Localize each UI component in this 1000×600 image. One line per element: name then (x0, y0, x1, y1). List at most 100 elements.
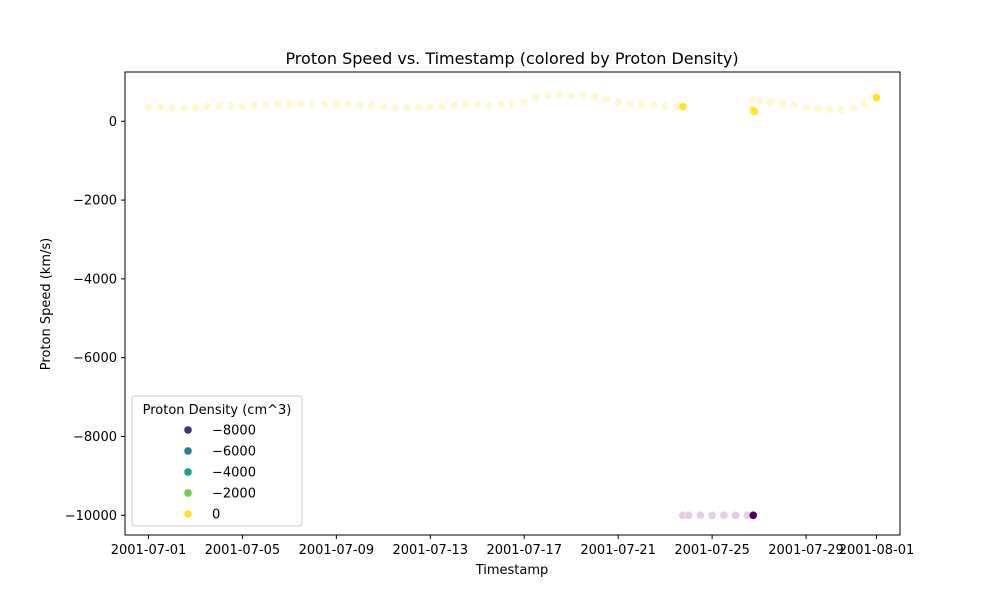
points-layer (144, 90, 881, 520)
data-point (543, 91, 552, 100)
data-point (402, 103, 412, 112)
data-point (308, 99, 318, 109)
y-tick-label: −4000 (73, 272, 117, 287)
data-point (214, 102, 224, 111)
data-point (202, 102, 212, 111)
y-axis-label: Proton Speed (km/s) (39, 238, 54, 370)
y-tick-label: −10000 (65, 509, 117, 524)
data-point (778, 99, 787, 109)
legend-label: −2000 (212, 487, 256, 502)
x-tick-label: 2001-07-17 (486, 543, 562, 558)
y-tick-label: 0 (109, 115, 117, 130)
data-point (367, 101, 376, 110)
data-point (426, 102, 435, 112)
data-point (156, 102, 165, 112)
data-point (520, 97, 529, 106)
data-point (637, 100, 646, 109)
data-point (179, 104, 188, 113)
legend: Proton Density (cm^3) −8000 −6000 −4000 −20… (131, 395, 303, 527)
x-tick-label: 2001-07-25 (674, 543, 750, 558)
data-point (320, 100, 329, 109)
y-axis: 0 −2000 −4000 −6000 −8000 −10000 (65, 115, 125, 524)
data-point (754, 96, 764, 105)
legend-title: Proton Density (cm^3) (143, 403, 292, 418)
data-point (813, 104, 822, 113)
data-point (379, 102, 388, 111)
legend-label: −4000 (212, 466, 256, 481)
data-point (285, 100, 294, 109)
data-point (578, 91, 588, 100)
data-point (860, 99, 869, 108)
data-point (750, 107, 759, 116)
data-point (167, 103, 177, 113)
data-point (461, 100, 470, 109)
data-point (555, 90, 564, 99)
data-point (226, 101, 235, 111)
data-point (332, 99, 341, 109)
data-point (602, 94, 611, 104)
plot-frame (124, 71, 901, 536)
legend-label: −6000 (212, 445, 256, 460)
data-point (496, 100, 505, 109)
data-point (390, 103, 400, 113)
data-point (449, 101, 458, 110)
data-point (766, 98, 776, 107)
data-point (296, 99, 306, 108)
legend-marker (183, 446, 193, 456)
x-tick-label: 2001-07-09 (299, 543, 375, 558)
data-point (261, 100, 271, 109)
data-point (273, 99, 282, 109)
data-point (790, 101, 799, 110)
x-tick-label: 2001-07-01 (111, 543, 187, 558)
data-point (531, 93, 541, 102)
data-point (238, 102, 247, 111)
data-point (731, 511, 740, 520)
data-point (649, 101, 658, 110)
data-point (343, 100, 353, 109)
data-point (848, 104, 858, 113)
y-tick-label: −2000 (73, 194, 117, 209)
data-point (678, 102, 687, 111)
data-point (801, 102, 811, 112)
data-point (473, 100, 482, 110)
legend-marker (183, 467, 193, 477)
x-axis: 2001-07-01 2001-07-05 2001-07-09 2001-07-13… (111, 535, 915, 558)
legend-label: −8000 (212, 424, 256, 439)
x-axis-label: Timestamp (475, 563, 549, 578)
data-point (625, 99, 635, 108)
data-point (719, 511, 729, 520)
legend-box (131, 395, 303, 527)
data-point (696, 511, 705, 520)
legend-marker (183, 509, 193, 519)
legend-entries: −8000 −6000 −4000 −2000 0 (183, 424, 256, 523)
data-point (613, 98, 623, 107)
data-point (414, 102, 423, 112)
y-tick-label: −8000 (73, 430, 117, 445)
data-point (508, 100, 517, 109)
data-point (144, 103, 153, 112)
y-tick-label: −6000 (73, 351, 117, 366)
legend-marker (183, 488, 193, 498)
x-tick-label: 2001-07-21 (580, 543, 656, 558)
data-point (837, 105, 846, 115)
data-point (567, 91, 576, 101)
data-point (249, 101, 259, 110)
data-point (684, 511, 693, 520)
x-tick-label: 2001-07-05 (205, 543, 281, 558)
data-point (749, 511, 758, 520)
chart-title: Proton Speed vs. Timestamp (colored by P… (285, 49, 738, 68)
data-point (484, 101, 494, 110)
data-point (355, 100, 365, 110)
x-tick-label: 2001-07-29 (768, 543, 844, 558)
data-point (707, 511, 717, 520)
data-point (437, 102, 447, 111)
legend-label: 0 (212, 508, 220, 523)
x-tick-label: 2001-08-01 (839, 543, 915, 558)
x-tick-label: 2001-07-13 (393, 543, 469, 558)
data-point (191, 103, 200, 113)
legend-marker (183, 425, 193, 435)
data-point (872, 93, 881, 102)
data-point (825, 105, 834, 114)
data-point (590, 92, 599, 101)
